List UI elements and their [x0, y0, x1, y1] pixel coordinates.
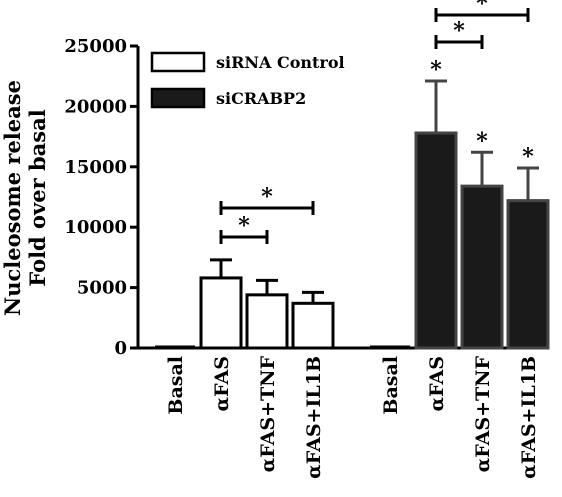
significance-brackets: * * * *	[219, 0, 530, 244]
bars	[155, 131, 550, 350]
x-category-label: αFAS	[426, 356, 448, 411]
y-tick-label: 15000	[64, 157, 127, 178]
legend: siRNA Control siCRABP2	[150, 51, 345, 109]
bracket-star: *	[261, 184, 273, 210]
y-axis-title: Nucleosome release Fold over basal	[0, 80, 50, 316]
bracket-star: *	[238, 213, 250, 239]
y-tick-label: 5000	[77, 278, 127, 299]
y-tick-label: 25000	[64, 36, 127, 57]
error-bars	[210, 79, 539, 304]
bracket-star: *	[453, 18, 465, 44]
significance-stars: * * *	[430, 57, 534, 170]
x-category-label: αFAS+TNF	[257, 355, 279, 472]
y-tick-label: 0	[114, 338, 127, 359]
significance-star: *	[522, 144, 534, 170]
legend-swatch-sirna-control	[150, 51, 206, 73]
x-category-label: αFAS+IL1B	[518, 356, 540, 479]
x-category-label: αFAS	[211, 356, 233, 411]
significance-star: *	[476, 128, 488, 154]
bar	[506, 199, 550, 350]
bar	[199, 276, 243, 350]
x-axis-labels: Basal αFAS αFAS+TNF αFAS+IL1B Basal αFAS αFAS+…	[165, 355, 540, 478]
bar	[414, 131, 458, 350]
y-axis-title-line-1: Nucleosome release	[0, 80, 25, 316]
legend-label-sicrabp2: siCRABP2	[216, 89, 306, 108]
x-category-label: Basal	[165, 356, 187, 415]
bar	[245, 293, 289, 350]
bar	[460, 184, 504, 350]
x-category-label: Basal	[380, 356, 402, 415]
x-category-label: αFAS+IL1B	[303, 356, 325, 479]
significance-star: *	[430, 57, 442, 83]
y-tick-label: 10000	[64, 217, 127, 238]
legend-label-sirna-control: siRNA Control	[216, 53, 345, 72]
legend-swatch-sicrabp2	[150, 87, 206, 109]
y-tick-label: 20000	[64, 96, 127, 117]
x-category-label: αFAS+TNF	[472, 355, 494, 472]
bar	[291, 301, 335, 350]
y-axis-title-line-2: Fold over basal	[25, 109, 50, 286]
bracket-star: *	[476, 0, 488, 17]
